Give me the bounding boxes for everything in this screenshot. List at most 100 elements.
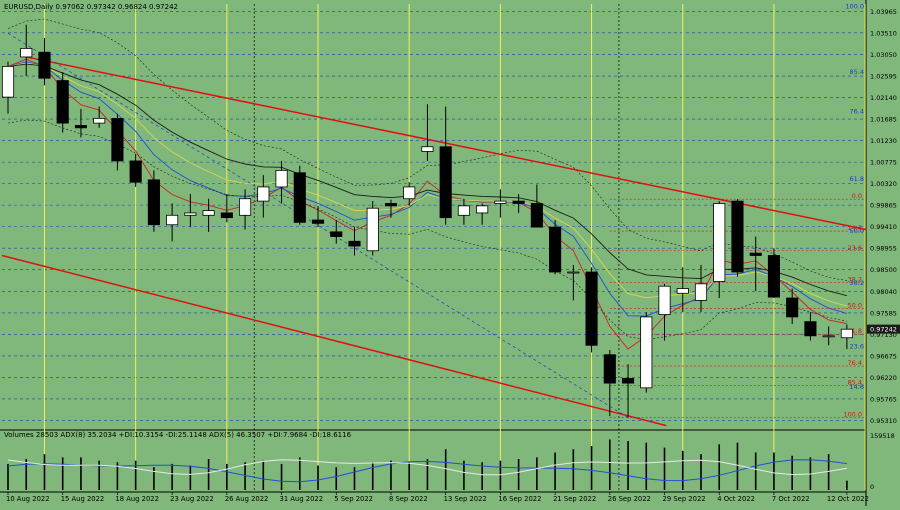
candle <box>549 220 562 275</box>
bear-candle-body <box>512 200 525 204</box>
bull-candle-body <box>457 205 470 216</box>
fib-left-label: 14.6 <box>850 383 864 391</box>
bear-candle-body <box>384 203 398 207</box>
bear-candle-body <box>56 80 69 124</box>
envelope-lower-line <box>7 119 847 341</box>
fib-level-label: 14.6 <box>848 224 862 232</box>
date-axis-layer: 10 Aug 2022 15 Aug 2022 18 Aug 2022 23 Aug … <box>6 492 869 503</box>
bull-candle-body <box>476 205 489 214</box>
fib-left-label: 100.0 <box>845 3 864 11</box>
candle <box>731 199 744 277</box>
candle <box>621 364 635 418</box>
price-tick-label: 1.01685 <box>870 116 897 124</box>
date-tick-label: 15 Aug 2022 <box>61 495 105 503</box>
price-tick-label: 1.00775 <box>870 159 897 167</box>
candle <box>330 220 343 244</box>
fib-left-label: 76.4 <box>850 108 864 116</box>
indicator-layer: 159518 0 <box>7 432 895 491</box>
price-axis-layer: 1.03965 1.03510 1.03050 1.02595 1.02140 1.016… <box>867 8 900 425</box>
bull-candle-body <box>694 283 708 301</box>
price-tick-label: 0.96675 <box>870 352 897 360</box>
bear-candle-body <box>585 271 598 346</box>
candle <box>348 227 361 256</box>
bear-candle-body <box>439 146 452 219</box>
candle <box>202 198 215 232</box>
candle <box>822 326 835 346</box>
candle <box>840 324 853 350</box>
bull-candle-body <box>93 117 106 124</box>
bear-candle-body <box>311 219 325 224</box>
candle <box>585 267 598 353</box>
price-tick-label: 0.97585 <box>870 309 897 317</box>
candle <box>293 165 306 225</box>
candle <box>275 160 288 204</box>
price-tick-label: 0.98955 <box>870 245 897 253</box>
date-tick-label: 8 Sep 2022 <box>389 495 428 503</box>
channel-lower-line <box>1 254 667 427</box>
date-tick-label: 29 Sep 2022 <box>663 495 706 503</box>
bear-candle-body <box>786 297 799 318</box>
candle <box>384 199 398 218</box>
date-tick-label: 10 Aug 2022 <box>6 495 50 503</box>
bear-candle-body <box>74 125 87 129</box>
price-tick-label: 0.99865 <box>870 202 897 210</box>
candle <box>804 312 817 341</box>
bear-candle-body <box>38 51 51 79</box>
ma-yellow-line <box>7 62 848 307</box>
bull-candle-body <box>275 169 288 188</box>
bull-candle-body <box>658 285 671 315</box>
bear-candle-body <box>147 179 160 226</box>
candle <box>694 264 708 313</box>
candle <box>311 205 325 228</box>
date-tick-label: 26 Aug 2022 <box>225 495 269 503</box>
candle <box>111 113 124 171</box>
candle <box>38 38 51 86</box>
price-tick-label: 1.01230 <box>870 137 897 145</box>
bull-candle-body <box>567 271 580 274</box>
moving-averages-layer <box>7 18 848 350</box>
candle <box>512 194 525 213</box>
price-tick-label: 0.99410 <box>870 223 897 231</box>
candle <box>20 24 33 76</box>
fib-left-label: 38.2 <box>850 279 864 287</box>
candle <box>56 72 69 133</box>
bull-candle-body <box>166 214 179 226</box>
price-tick-label: 1.03050 <box>870 51 897 59</box>
bull-candle-body <box>713 203 726 282</box>
candle <box>421 104 434 161</box>
candle <box>166 203 179 242</box>
price-tick-label: 0.96220 <box>870 374 897 382</box>
bull-candle-body <box>840 328 853 339</box>
price-tick-label: 1.02595 <box>870 73 897 81</box>
bull-candle-body <box>640 316 653 389</box>
fib-level-label: 85.4 <box>848 379 862 387</box>
candle <box>239 189 252 230</box>
bear-candle-body <box>330 231 343 237</box>
price-tick-label: 0.95765 <box>870 395 897 403</box>
bear-candle-body <box>530 203 543 228</box>
bull-candle-body <box>257 186 270 202</box>
bear-candle-body <box>804 321 817 337</box>
ma-black-line <box>7 63 848 297</box>
candle <box>658 283 671 341</box>
candle <box>366 201 379 256</box>
bull-candle-body <box>421 146 434 152</box>
bear-candle-body <box>767 255 780 298</box>
price-tick-label: 1.03965 <box>870 8 897 16</box>
fib-left-label: 85.4 <box>850 68 864 76</box>
bear-candle-body <box>749 252 762 256</box>
candle <box>749 236 762 291</box>
fib-level-label: 0.0 <box>852 192 862 200</box>
price-tick-label: 1.00320 <box>870 180 897 188</box>
candle <box>439 106 452 225</box>
candle <box>713 201 726 299</box>
bull-candle-body <box>822 335 835 338</box>
candle <box>786 288 799 325</box>
fib-level-label: 38.2 <box>848 276 862 284</box>
fib-left-label: 50.0 <box>850 227 864 235</box>
bull-candle-body <box>184 212 197 216</box>
candles-layer <box>1 24 853 418</box>
date-tick-label: 16 Sep 2022 <box>498 495 541 503</box>
